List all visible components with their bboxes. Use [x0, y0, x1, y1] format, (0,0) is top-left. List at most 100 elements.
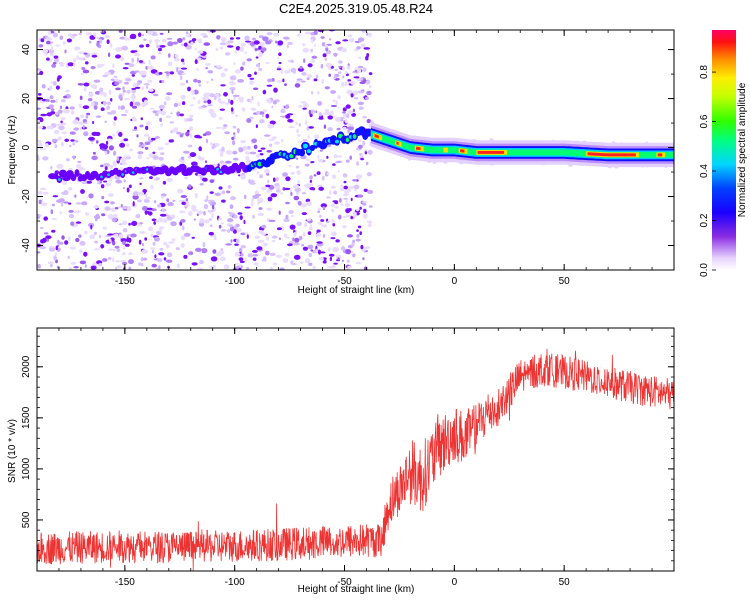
noise-dot	[302, 102, 309, 109]
noise-dot	[134, 101, 141, 106]
noise-dot	[197, 38, 203, 44]
noise-dot	[184, 176, 189, 180]
noise-dot	[274, 183, 280, 186]
noise-dot	[316, 171, 321, 176]
noise-dot	[261, 259, 267, 262]
noise-dot	[265, 184, 271, 188]
noise-dot	[344, 81, 347, 87]
noise-dot	[70, 246, 76, 250]
noise-dot	[156, 258, 163, 263]
noise-dot	[244, 151, 250, 155]
noise-dot	[282, 172, 288, 177]
noise-dot	[337, 71, 342, 74]
noise-dot	[219, 108, 225, 111]
noise-dot	[317, 207, 321, 211]
noise-dot	[204, 219, 210, 224]
noise-dot	[133, 191, 139, 197]
noise-dot	[68, 209, 74, 213]
noise-dot	[286, 44, 289, 48]
noise-dot	[118, 223, 123, 226]
noise-dot	[234, 243, 239, 246]
noise-dot	[74, 211, 80, 214]
noise-dot	[214, 96, 217, 101]
noise-dot	[345, 249, 352, 255]
noise-dot	[227, 98, 231, 104]
noise-dot	[101, 213, 106, 217]
noise-dot	[93, 205, 100, 209]
noise-dot	[338, 60, 343, 64]
noise-dot	[153, 221, 157, 225]
noise-dot	[68, 213, 75, 219]
noise-dot	[200, 32, 207, 36]
noise-dot	[37, 68, 41, 71]
noise-dot	[307, 73, 312, 78]
noise-dot	[43, 216, 48, 221]
noise-dot	[319, 214, 322, 219]
track-core	[216, 167, 220, 171]
noise-dot	[368, 32, 372, 38]
noise-dot	[158, 252, 165, 256]
noise-dot	[56, 77, 60, 82]
noise-dot	[285, 114, 291, 119]
noise-dot	[202, 177, 208, 182]
noise-dot	[253, 40, 260, 45]
noise-dot	[191, 262, 198, 266]
noise-dot	[278, 237, 281, 240]
noise-dot	[131, 88, 136, 94]
noise-dot	[163, 101, 167, 106]
spectrogram-frame	[36, 29, 675, 271]
noise-dot	[132, 129, 138, 131]
noise-dot	[258, 35, 264, 38]
noise-dot	[220, 222, 224, 225]
noise-dot	[202, 242, 206, 248]
noise-dot	[102, 144, 109, 150]
noise-dot	[63, 108, 70, 114]
noise-dot	[313, 30, 318, 35]
noise-dot	[146, 157, 150, 160]
noise-dot	[294, 237, 300, 243]
noise-dot	[208, 108, 215, 114]
noise-dot	[267, 78, 273, 83]
noise-dot	[185, 198, 189, 203]
noise-dot	[334, 200, 339, 205]
noise-dot	[360, 244, 364, 250]
noise-dot	[287, 41, 294, 45]
noise-dot	[268, 219, 276, 222]
noise-dot	[44, 35, 49, 39]
noise-dot	[180, 156, 185, 161]
noise-dot	[272, 100, 277, 105]
noise-dot	[344, 70, 348, 75]
noise-dot	[288, 126, 295, 129]
noise-dot	[79, 126, 82, 131]
noise-dot	[96, 64, 103, 68]
noise-dot	[229, 226, 235, 232]
noise-dot	[325, 62, 333, 68]
noise-dot	[73, 127, 80, 131]
noise-dot	[235, 37, 241, 40]
noise-dot	[315, 232, 322, 237]
noise-dot	[166, 252, 173, 258]
noise-dot	[39, 148, 46, 151]
noise-dot	[291, 214, 294, 218]
noise-dot	[300, 101, 307, 104]
noise-dot	[328, 73, 332, 78]
noise-dot	[124, 36, 128, 41]
x-tick-label: -100	[225, 577, 245, 588]
noise-dot	[151, 33, 159, 36]
noise-dot	[300, 80, 306, 83]
noise-dot	[81, 201, 88, 206]
noise-dot	[302, 192, 307, 195]
noise-dot	[140, 257, 144, 262]
y-tick-label: -40	[21, 238, 32, 253]
noise-dot	[327, 127, 333, 132]
noise-dot	[311, 38, 314, 44]
noise-dot	[74, 194, 77, 198]
noise-dot	[227, 185, 232, 189]
noise-dot	[265, 40, 272, 45]
y-tick-label: 500	[21, 511, 32, 528]
noise-dot	[217, 163, 220, 167]
noise-dot	[169, 71, 174, 75]
track-hot-outer	[443, 147, 448, 153]
noise-dot	[329, 189, 332, 195]
noise-dot	[240, 232, 246, 236]
